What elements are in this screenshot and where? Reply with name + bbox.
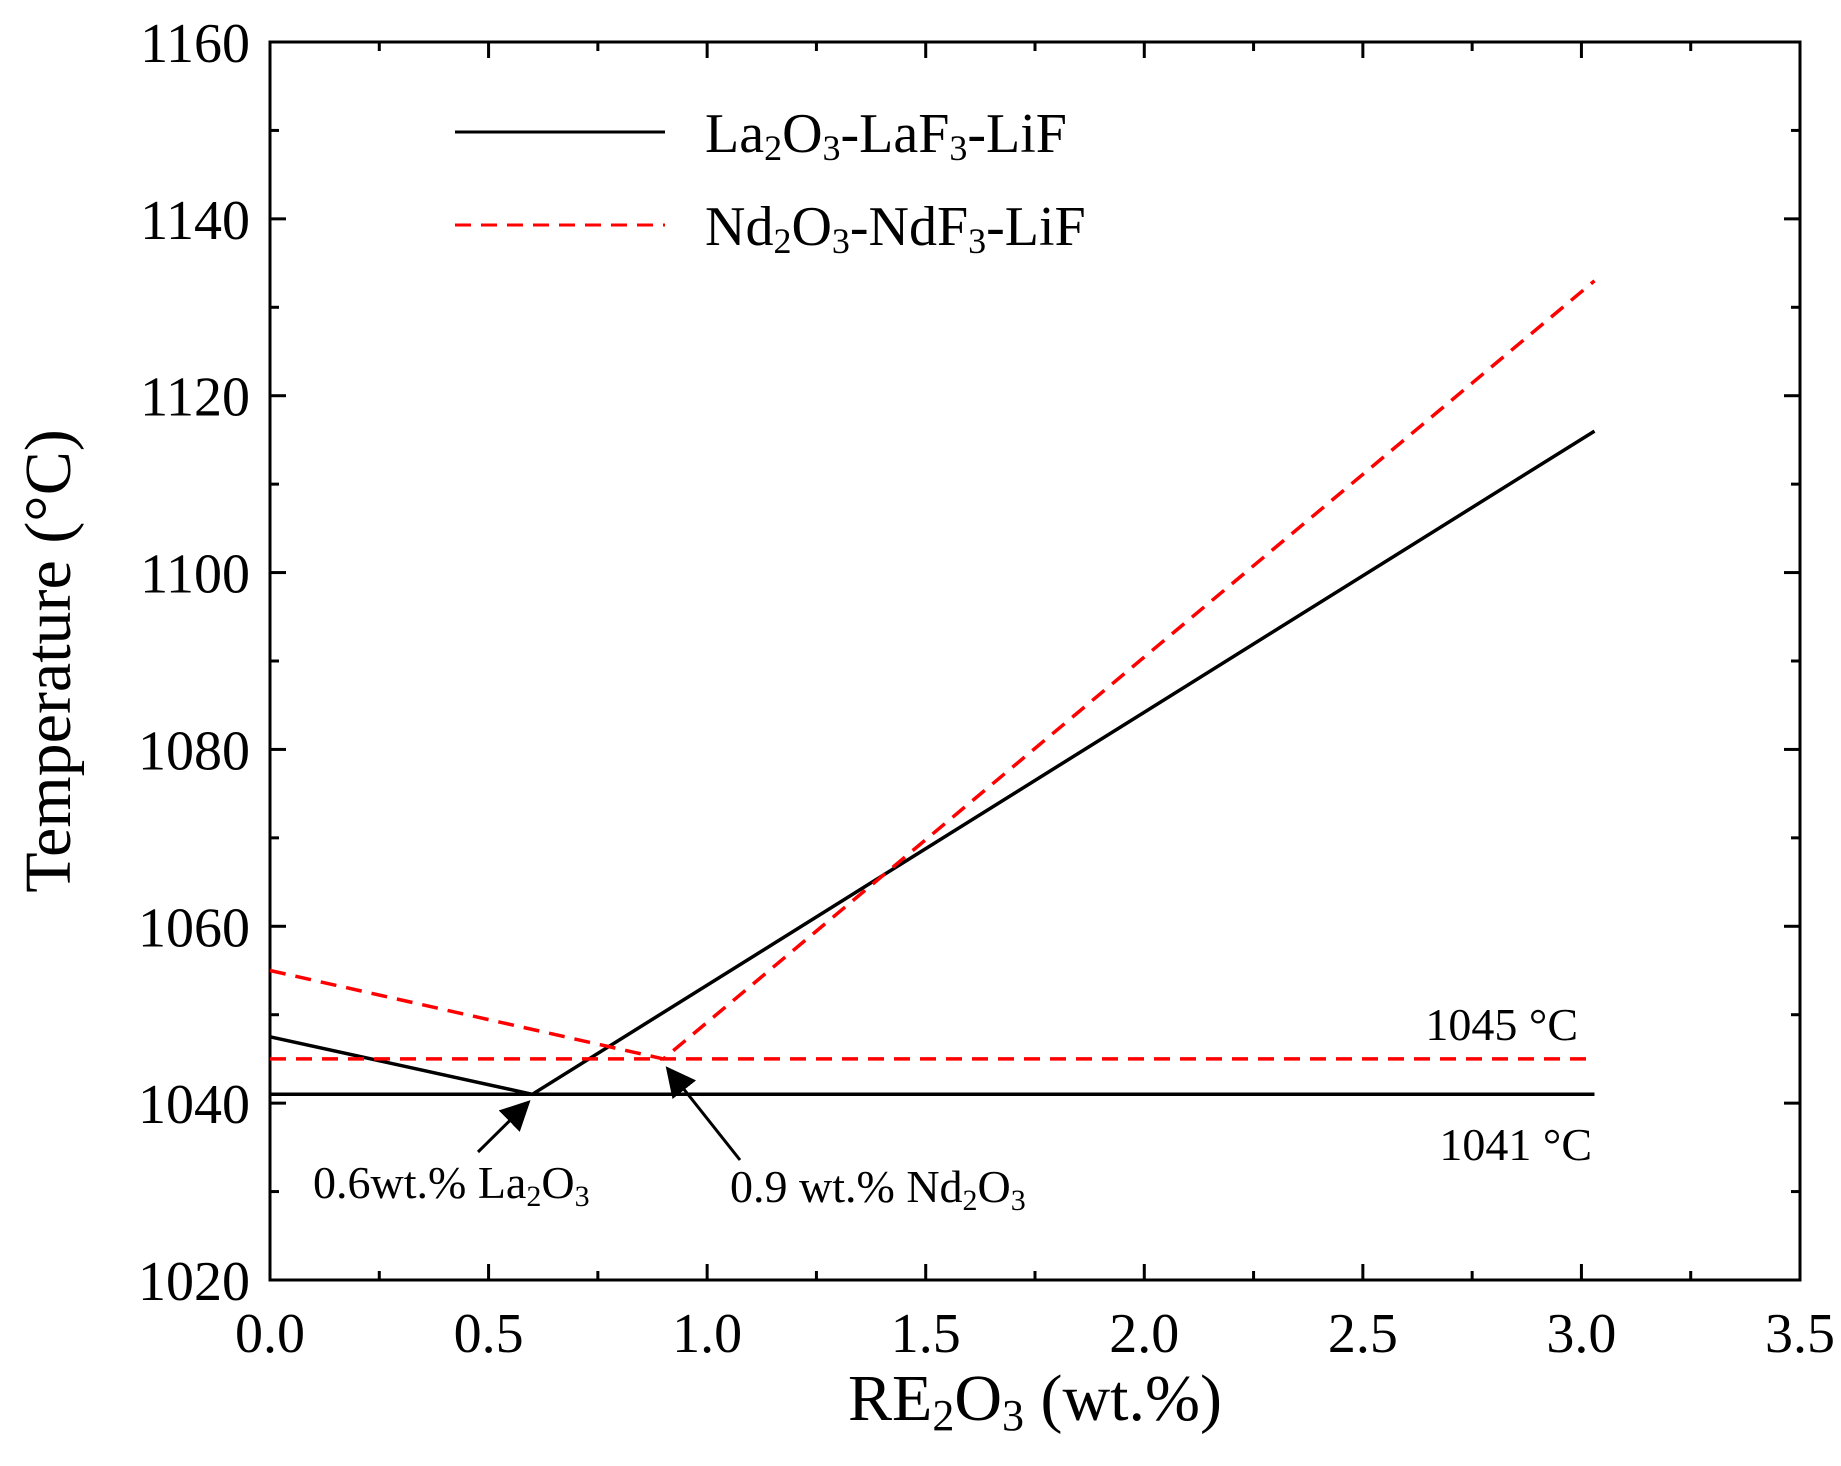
annot-la-sub1: 2 xyxy=(526,1180,541,1213)
y-tick-label: 1060 xyxy=(138,897,250,959)
annotation-1045: 1045 °C xyxy=(1425,999,1578,1050)
y-tick-label: 1040 xyxy=(138,1074,250,1136)
legend-la-c: -LaF xyxy=(841,103,950,165)
y-tick-label: 1080 xyxy=(138,720,250,782)
annot-la-a: 0.6wt.% La xyxy=(313,1157,526,1208)
x-tick-label: 1.0 xyxy=(672,1303,742,1365)
series-layer xyxy=(269,279,1596,1097)
annotation-nd-eutectic: 0.9 wt.% Nd2O3 xyxy=(730,1161,1026,1217)
legend-la-a: La xyxy=(705,103,764,165)
legend-label-nd: Nd2O3-NdF3-LiF xyxy=(705,196,1086,261)
x-axis-title-c: (wt.%) xyxy=(1024,1362,1222,1435)
legend-la-b: O xyxy=(782,103,822,165)
annot-nd-a: 0.9 wt.% Nd xyxy=(730,1161,963,1212)
annot-nd-sub2: 3 xyxy=(1011,1184,1026,1217)
y-tick-label: 1020 xyxy=(138,1251,250,1313)
legend: La2O3-LaF3-LiF Nd2O3-NdF3-LiF xyxy=(455,103,1086,261)
legend-label-la: La2O3-LaF3-LiF xyxy=(705,103,1067,168)
y-tick-label: 1160 xyxy=(140,13,250,75)
x-axis-title-a: RE xyxy=(848,1362,932,1435)
legend-nd-d: -LiF xyxy=(986,196,1086,258)
axis-ticks xyxy=(268,40,1802,1282)
x-axis-title: RE2O3 (wt.%) xyxy=(848,1362,1222,1440)
x-axis-title-b: O xyxy=(954,1362,1002,1435)
legend-nd-sub2: 3 xyxy=(832,221,850,261)
x-tick-label: 3.5 xyxy=(1765,1303,1835,1365)
annot-la-sub2: 3 xyxy=(575,1180,590,1213)
legend-la-sub1: 2 xyxy=(764,128,782,168)
annotation-la-eutectic: 0.6wt.% La2O3 xyxy=(313,1157,590,1213)
annot-nd-b: O xyxy=(978,1161,1011,1212)
legend-nd-b: O xyxy=(791,196,831,258)
y-tick-label: 1100 xyxy=(140,544,250,606)
arrow-la-eutectic xyxy=(476,1100,531,1154)
x-tick-label: 0.5 xyxy=(454,1303,524,1365)
series-0-liquidus-line xyxy=(269,429,1596,1097)
legend-nd-c: -NdF xyxy=(850,196,968,258)
legend-nd-sub1: 2 xyxy=(773,221,791,261)
y-tick-label: 1140 xyxy=(140,190,250,252)
legend-nd-a: Nd xyxy=(705,196,773,258)
x-tick-label: 2.0 xyxy=(1109,1303,1179,1365)
x-tick-label: 0.0 xyxy=(235,1303,305,1365)
annotation-arrows xyxy=(476,1066,742,1161)
legend-la-sub2: 3 xyxy=(823,128,841,168)
annot-nd-sub1: 2 xyxy=(963,1184,978,1217)
x-axis-title-sub2: 3 xyxy=(1002,1391,1024,1440)
annot-la-b: O xyxy=(541,1157,574,1208)
y-axis-title: Temperature (°C) xyxy=(12,429,85,892)
legend-la-sub3: 3 xyxy=(949,128,967,168)
x-tick-label: 3.0 xyxy=(1546,1303,1616,1365)
axis-tick-labels: 0.0 0.5 1.0 1.5 2.0 2.5 3.0 3.5 1020 1040 1060 1080… xyxy=(138,13,1835,1365)
annotation-1041: 1041 °C xyxy=(1439,1119,1592,1170)
x-axis-title-sub1: 2 xyxy=(932,1391,954,1440)
legend-nd-sub3: 3 xyxy=(968,221,986,261)
y-tick-label: 1120 xyxy=(140,367,250,429)
legend-la-d: -LiF xyxy=(967,103,1067,165)
series-1-liquidus-line xyxy=(269,279,1596,1061)
x-tick-label: 2.5 xyxy=(1328,1303,1398,1365)
arrow-nd-eutectic xyxy=(665,1066,742,1161)
x-tick-label: 1.5 xyxy=(891,1303,961,1365)
